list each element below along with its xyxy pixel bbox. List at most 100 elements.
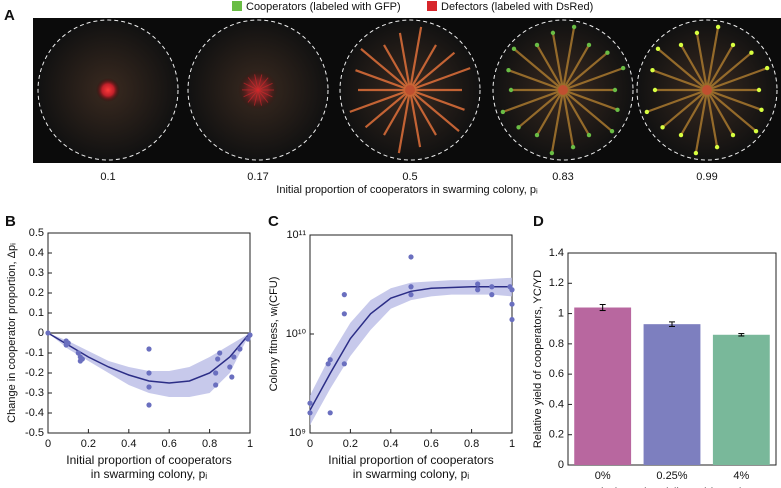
streak: [706, 89, 757, 132]
data-point: [408, 254, 414, 260]
streak: [562, 51, 609, 91]
data-point: [475, 281, 481, 287]
streak: [409, 67, 471, 92]
data-point: [341, 361, 347, 367]
green-spot: [516, 125, 521, 130]
x-axis-label: in swarming colony, pᵢ: [353, 467, 469, 481]
x-tick-label: 0.2: [81, 438, 96, 450]
streak: [695, 32, 709, 91]
x-axis-label: Initial proportion of cooperators: [66, 453, 231, 467]
streak: [706, 44, 734, 91]
streak: [243, 89, 259, 98]
streak: [247, 89, 259, 103]
x-tick-label: 1: [509, 438, 515, 450]
streak: [657, 48, 708, 91]
streak: [397, 89, 412, 154]
legend-label: Cooperators (labeled with GFP): [246, 1, 401, 13]
green-spot: [511, 46, 517, 52]
panel-label: B: [5, 213, 16, 230]
green-spot: [644, 109, 650, 115]
green-spot: [693, 150, 699, 156]
data-point: [146, 346, 152, 352]
green-spot: [730, 132, 736, 138]
streak: [408, 89, 422, 148]
data-point: [75, 350, 81, 356]
data-point: [213, 370, 219, 376]
x-tick-label: 0.8: [202, 438, 217, 450]
green-spot: [586, 132, 592, 138]
streak: [706, 51, 753, 91]
streak: [513, 48, 564, 91]
streak: [254, 74, 259, 91]
data-point: [475, 287, 481, 293]
green-spot: [508, 87, 514, 93]
y-tick-label: 1.2: [549, 277, 564, 289]
x-tick-label: 0.4: [383, 438, 398, 450]
data-point: [65, 340, 71, 346]
green-spot: [678, 42, 684, 48]
green-spot: [764, 65, 770, 71]
green-spot: [756, 87, 762, 93]
panel-label: D: [533, 213, 544, 230]
legend-swatch: [427, 1, 437, 11]
y-tick-label: -0.3: [25, 387, 44, 399]
y-tick-label: 0.5: [29, 227, 44, 239]
y-tick-label: 10⁹: [289, 427, 306, 439]
error-bar: [738, 333, 745, 337]
streak: [536, 44, 564, 91]
streak: [517, 89, 564, 129]
fit-line: [309, 286, 512, 411]
streak: [257, 74, 263, 91]
y-tick-label: 1.4: [549, 247, 564, 259]
streak: [536, 89, 564, 136]
streak: [561, 26, 576, 91]
data-point: [245, 336, 251, 342]
streak: [355, 69, 411, 92]
green-spot: [753, 128, 759, 134]
green-spot: [694, 30, 700, 36]
x-axis-label: Initial proportion of cooperators in swa…: [276, 184, 538, 196]
green-spot: [655, 46, 661, 52]
error-bar: [599, 303, 606, 312]
green-spot: [660, 125, 665, 130]
bar: [712, 334, 770, 465]
green-spot: [620, 65, 626, 71]
data-point: [341, 311, 347, 317]
streak: [383, 89, 411, 136]
streak: [562, 67, 624, 92]
data-point: [325, 361, 331, 367]
green-spot: [678, 132, 684, 138]
data-point: [237, 346, 243, 352]
green-spot: [652, 87, 658, 93]
x-tick-label: 0.8: [464, 438, 479, 450]
streak: [550, 89, 565, 154]
green-spot: [714, 144, 720, 150]
x-tick-label: 0.6: [424, 438, 439, 450]
y-tick-label: 0.2: [29, 287, 44, 299]
streak: [409, 89, 460, 132]
y-tick-label: 0.4: [29, 247, 44, 259]
streak: [360, 48, 411, 91]
streak: [383, 44, 411, 91]
data-point: [327, 357, 333, 363]
colony: [96, 78, 120, 102]
data-point: [408, 284, 414, 290]
bar: [574, 307, 632, 465]
x-axis-label: in swarming colony, pᵢ: [91, 467, 207, 481]
green-spot: [500, 109, 506, 115]
streak: [257, 89, 273, 98]
data-point: [146, 384, 152, 390]
streak: [705, 26, 720, 91]
y-tick-label: 0.3: [29, 267, 44, 279]
streak: [364, 89, 411, 129]
panel-label: A: [4, 7, 15, 24]
x-axis-label: Initial proportion of cooperators: [328, 453, 493, 467]
green-spot: [570, 144, 576, 150]
streak: [706, 88, 762, 111]
data-point: [215, 356, 221, 362]
y-tick-label: 0.1: [29, 307, 44, 319]
y-tick-label: 10¹¹: [286, 229, 306, 241]
data-point: [213, 382, 219, 388]
data-point: [247, 332, 253, 338]
